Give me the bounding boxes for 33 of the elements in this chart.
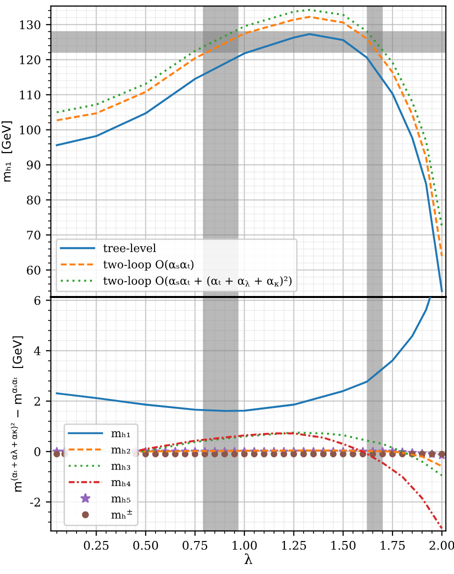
y-tick-label: 60 (26, 266, 40, 275)
legend-label: mₕ₃ (111, 464, 130, 470)
x-axis-title: λ (244, 553, 252, 564)
y-tick-label: 80 (26, 196, 40, 205)
x-tick-label: 1.75 (380, 540, 405, 550)
y-tick-label: 120 (20, 55, 40, 64)
x-tick-label: 2.00 (430, 540, 454, 550)
y-tick-label: 0 (34, 447, 40, 456)
y-tick-label: 90 (26, 160, 40, 170)
y-tick-label: 2 (34, 396, 40, 406)
legend-label: mₕ₂ (111, 447, 130, 454)
y-tick-label: 70 (27, 230, 40, 240)
y-tick-label: 4 (34, 346, 41, 356)
y-tick-label: 130 (20, 20, 40, 30)
y-axis-title: m$^{(αₜ+αλ+ακ)²}$ − m$^{αₛαₜ}$ [GeV] (10, 336, 24, 492)
legend-label: tree-level (103, 244, 156, 252)
y-tick-label: 100 (20, 126, 40, 134)
legend-label: two-loop O(αₛαₜ + (αₜ + α$_{λ}$ + α$_{κ}$)²) (103, 276, 292, 287)
x-tick-label: 0.50 (133, 540, 158, 550)
x-tick-label: 1.50 (331, 540, 356, 550)
legend-label: mₕ₁ (111, 431, 130, 438)
legend-label: two-loop O(αₛαₜ) (103, 260, 194, 271)
legend-label: mₕ$^{±}$ (111, 510, 132, 519)
y-axis-title: mₕ₁ [GeV] (2, 121, 12, 182)
y-tick-label: 6 (34, 296, 40, 305)
y-tick-label: 110 (20, 90, 40, 100)
x-tick-label: 1.00 (232, 540, 257, 550)
x-tick-label: 0.75 (182, 540, 208, 550)
legend-label: mₕ₅ (111, 496, 130, 502)
x-tick-label: 1.25 (282, 540, 306, 550)
y-tick-label: -2 (30, 498, 40, 506)
legend-label: mₕ₄ (111, 480, 130, 486)
x-tick-label: 0.25 (84, 540, 109, 550)
